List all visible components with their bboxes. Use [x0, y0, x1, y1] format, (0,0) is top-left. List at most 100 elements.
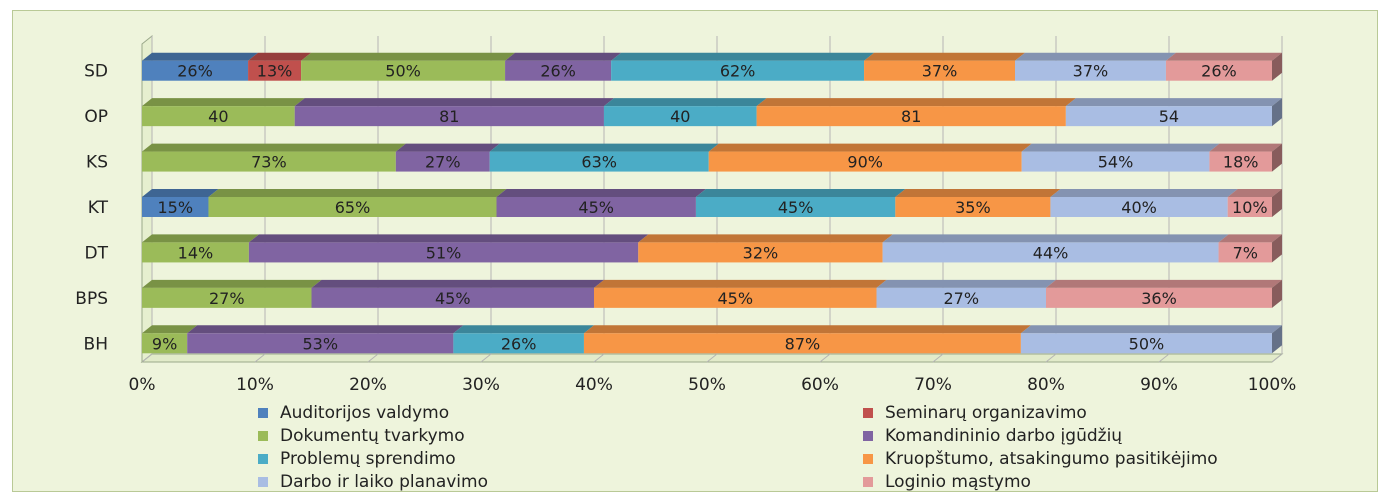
bar-top [1050, 189, 1238, 197]
bar-segment [142, 106, 295, 127]
x-tick-label: 70% [914, 375, 952, 395]
legend-swatch [863, 408, 873, 418]
bar-segment [395, 151, 490, 172]
bar-segment [301, 60, 506, 81]
x-tick-label: 90% [1140, 375, 1178, 395]
data-label: 45% [578, 198, 614, 217]
bar-top [695, 189, 906, 197]
legend-swatch [863, 454, 873, 464]
data-label: 27% [425, 153, 461, 172]
data-label: 26% [540, 62, 576, 81]
gridline-floor [932, 353, 944, 363]
legend-swatch [258, 408, 268, 418]
legend-label: Seminarų organizavimo [885, 403, 1087, 423]
bar-segment [603, 106, 757, 127]
bar-end [1272, 189, 1282, 217]
legend-label: Loginio mąstymo [885, 472, 1031, 492]
gridline-floor [141, 353, 153, 363]
x-tick-label: 80% [1027, 375, 1065, 395]
bar-top [1046, 279, 1282, 288]
legend-item: Darbo ir laiko planavimo [258, 471, 488, 493]
data-label: 50% [1129, 334, 1165, 353]
bar-top [1021, 143, 1220, 152]
bar-top [1165, 52, 1282, 61]
bar-segment [1065, 106, 1272, 127]
data-label: 45% [717, 289, 753, 308]
bar-top [208, 189, 507, 197]
bar-segment [1050, 197, 1228, 217]
x-axis: 0% 10% 20% 30% 40% 50% 60% 70% 80% 90% 100% [129, 375, 1297, 395]
gridline-floor [1158, 353, 1170, 363]
data-label: 10% [1232, 198, 1268, 217]
bar-top [187, 325, 464, 334]
chart-legend: Auditorijos valdymo Seminarų organizavimo… [258, 402, 1358, 494]
bar-segment [695, 197, 896, 217]
data-label: 44% [1033, 243, 1069, 262]
bar-segment [882, 242, 1219, 263]
bars [142, 52, 1282, 354]
y-tick-label: OP [84, 107, 108, 127]
data-label: 14% [178, 243, 214, 262]
bar-segment [638, 242, 883, 263]
bar-segment [1227, 197, 1272, 217]
data-label: 15% [157, 198, 193, 217]
data-label: 37% [922, 62, 958, 81]
bar-end [1272, 98, 1282, 127]
y-tick-label: DT [85, 243, 109, 263]
legend-swatch [863, 477, 873, 487]
bar-segment [594, 287, 877, 308]
bar-top [142, 325, 198, 334]
y-tick-label: BH [84, 334, 108, 354]
legend-item: Seminarų organizavimo [863, 402, 1087, 424]
data-label: 27% [209, 289, 245, 308]
bar-segment [1020, 333, 1272, 354]
bar-top [311, 279, 604, 288]
bar-top [142, 189, 219, 197]
bar-segment [876, 287, 1046, 308]
gridline-floor [367, 353, 379, 363]
bar-segment [756, 106, 1066, 127]
bar-segment [248, 242, 639, 263]
legend-item: Problemų sprendimo [258, 448, 456, 470]
data-label: 63% [581, 153, 617, 172]
bar-segment [1014, 60, 1166, 81]
data-label: 35% [955, 198, 991, 217]
bar-segment [583, 333, 1021, 354]
bar-segment [208, 197, 497, 217]
legend-swatch [258, 477, 268, 487]
data-label: 40 [208, 107, 228, 126]
y-axis: SD OP KS KT DT BPS BH [75, 62, 108, 355]
bar-segment [895, 197, 1051, 217]
data-label: 45% [778, 198, 814, 217]
bar-segment [187, 333, 454, 354]
bar-end [1272, 52, 1282, 81]
gridline-floor [1045, 353, 1057, 363]
data-label: 50% [385, 62, 421, 81]
data-label: 26% [177, 62, 213, 81]
bar-segment [505, 60, 612, 81]
bar-segment [142, 287, 312, 308]
bar-top [876, 279, 1056, 288]
legend-label: Auditorijos valdymo [280, 403, 450, 423]
bar-segment [142, 197, 209, 217]
gridline-floor [254, 353, 266, 363]
data-label: 40% [1121, 198, 1157, 217]
bar-segment [1021, 151, 1210, 172]
bar-top [1209, 143, 1282, 152]
legend-item: Dokumentų tvarkymo [258, 425, 465, 447]
bar-top [294, 98, 614, 107]
legend-swatch [258, 454, 268, 464]
bar-end [1272, 279, 1282, 308]
data-label: 62% [720, 62, 756, 81]
x-tick-label: 0% [129, 375, 156, 395]
legend-label: Problemų sprendimo [280, 449, 456, 469]
bar-segment [708, 151, 1022, 172]
data-label: 7% [1233, 243, 1258, 262]
legend-swatch [258, 431, 268, 441]
data-labels: 26% 13% 50% 26% 62% 37% 37% 26% 40 81 40 81 54 73% 27%… [152, 62, 1268, 354]
bar-top [708, 143, 1032, 152]
bar-top [496, 189, 706, 197]
data-label: 65% [335, 198, 371, 217]
